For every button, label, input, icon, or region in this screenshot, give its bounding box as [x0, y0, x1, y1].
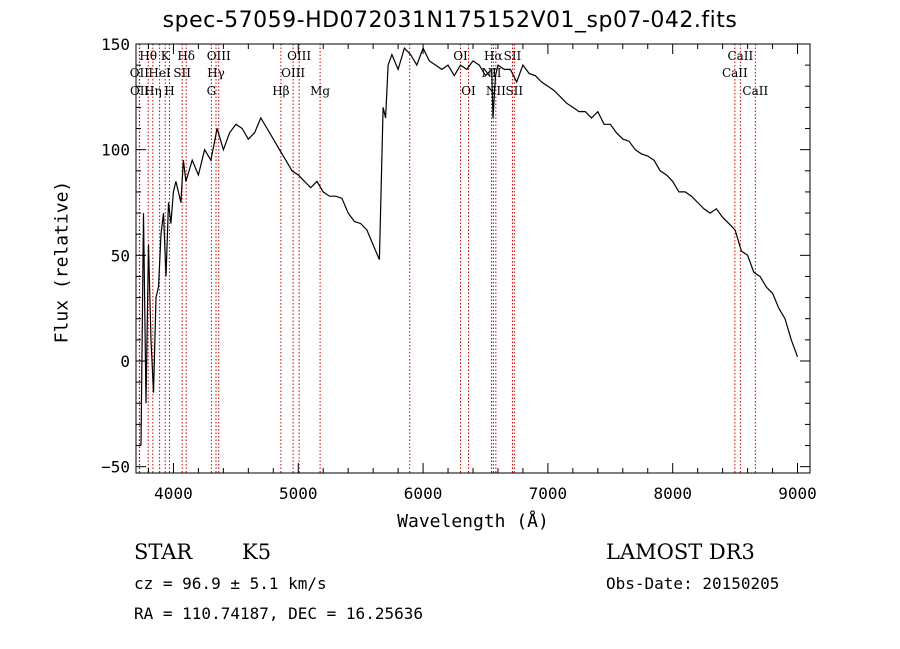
subclass: K5 [242, 540, 272, 564]
line-label: CaII [742, 84, 768, 98]
line-label: OI [461, 84, 476, 98]
x-axis-label: Wavelength (Å) [397, 511, 549, 532]
line-label: OII [130, 66, 150, 80]
line-label: HeI [148, 66, 171, 80]
plot-frame [135, 43, 811, 474]
line-label: SII [505, 84, 523, 98]
line-label: Hβ [272, 84, 289, 98]
line-label: Hη [144, 84, 162, 98]
line-label: OII [130, 84, 150, 98]
survey-name: LAMOST DR3 [606, 540, 755, 564]
line-label: OIII [281, 66, 305, 80]
line-labels: Hθ OII OII K HeI Hη Hδ SII H OIII Hγ G Hβ OIII OIII Mg O… [130, 49, 769, 98]
redshift-cz: cz = 96.9 ± 5.1 km/s [134, 574, 327, 593]
line-label: K [161, 49, 171, 63]
x-tick-label: 9000 [778, 484, 817, 503]
line-label: Hθ [139, 49, 157, 63]
line-label: Hγ [207, 66, 225, 80]
line-label: OIII [207, 49, 231, 63]
y-tick-label: −50 [101, 458, 130, 477]
y-tick-label: 150 [101, 35, 130, 54]
line-label: Mg [310, 84, 330, 98]
line-label: CaII [722, 66, 748, 80]
line-label: G [207, 84, 217, 98]
y-tick-label: 0 [120, 352, 130, 371]
x-axis-ticks: 4000 5000 6000 7000 8000 9000 [147, 44, 817, 503]
line-label: OI [453, 49, 468, 63]
y-tick-label: 100 [101, 141, 130, 160]
object-class: STAR [134, 540, 193, 564]
y-axis-ticks: −50 0 50 100 150 [101, 35, 810, 477]
x-tick-label: 4000 [154, 484, 193, 503]
line-label: NII [486, 84, 506, 98]
x-tick-label: 6000 [404, 484, 443, 503]
line-label: H [164, 84, 174, 98]
line-label: SII [504, 49, 522, 63]
x-tick-label: 5000 [279, 484, 318, 503]
chart-title: spec-57059-HD072031N175152V01_sp07-042.f… [162, 8, 738, 33]
line-label: OIII [287, 49, 311, 63]
line-label: Hα [484, 49, 503, 63]
line-label: SII [173, 66, 191, 80]
observation-date: Obs-Date: 20150205 [606, 574, 780, 593]
y-tick-label: 50 [111, 246, 130, 265]
line-label: CaII [727, 49, 753, 63]
spectrum-series [140, 46, 799, 446]
coordinates: RA = 110.74187, DEC = 16.25636 [134, 604, 423, 623]
y-axis-label: Flux (relative) [51, 180, 73, 344]
x-tick-label: 8000 [653, 484, 692, 503]
x-tick-label: 7000 [529, 484, 568, 503]
line-label: Hδ [177, 49, 195, 63]
line-markers [138, 44, 756, 473]
